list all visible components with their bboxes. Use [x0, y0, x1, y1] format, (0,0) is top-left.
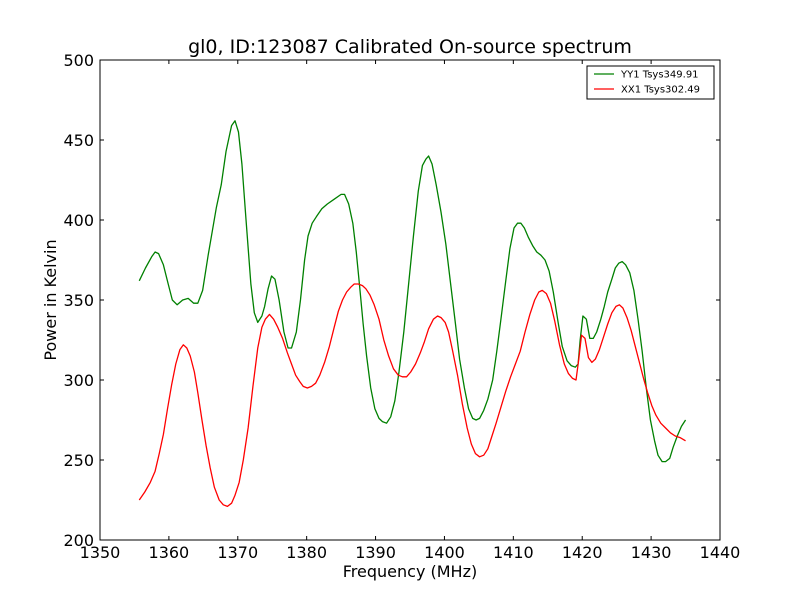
legend: YY1 Tsys349.91 XX1 Tsys302.49 — [586, 65, 715, 100]
y-tick-label: 300 — [63, 371, 94, 390]
chart-title: gl0, ID:123087 Calibrated On-source spec… — [188, 36, 632, 58]
y-axis: 200 250 300 350 400 450 500 — [63, 51, 720, 550]
x-tick-label: 1420 — [562, 543, 603, 562]
legend-label-yy1: YY1 Tsys349.91 — [620, 70, 699, 81]
y-tick-label: 250 — [63, 451, 94, 470]
legend-label-xx1: XX1 Tsys302.49 — [621, 85, 700, 96]
x-axis: 1350 1360 1370 1380 1390 1400 1410 1420 1430 1440 — [80, 60, 741, 562]
y-tick-label: 200 — [63, 531, 94, 550]
x-tick-label: 1390 — [355, 543, 396, 562]
legend-box — [586, 65, 715, 100]
y-tick-label: 400 — [63, 211, 94, 230]
x-tick-label: 1380 — [286, 543, 327, 562]
y-tick-label: 450 — [63, 131, 94, 150]
x-tick-label: 1370 — [217, 543, 258, 562]
x-tick-label: 1430 — [631, 543, 672, 562]
x-axis-label: Frequency (MHz) — [343, 562, 477, 581]
series-layer — [138, 120, 687, 508]
series-line-xx1 — [138, 283, 686, 508]
x-tick-label: 1350 — [80, 543, 121, 562]
y-axis-label: Power in Kelvin — [41, 239, 60, 360]
x-tick-label: 1440 — [700, 543, 741, 562]
x-tick-label: 1360 — [149, 543, 190, 562]
x-tick-label: 1400 — [424, 543, 465, 562]
y-tick-label: 500 — [63, 51, 94, 70]
x-tick-label: 1410 — [493, 543, 534, 562]
y-tick-label: 350 — [63, 291, 94, 310]
series-line-yy1 — [138, 120, 687, 463]
